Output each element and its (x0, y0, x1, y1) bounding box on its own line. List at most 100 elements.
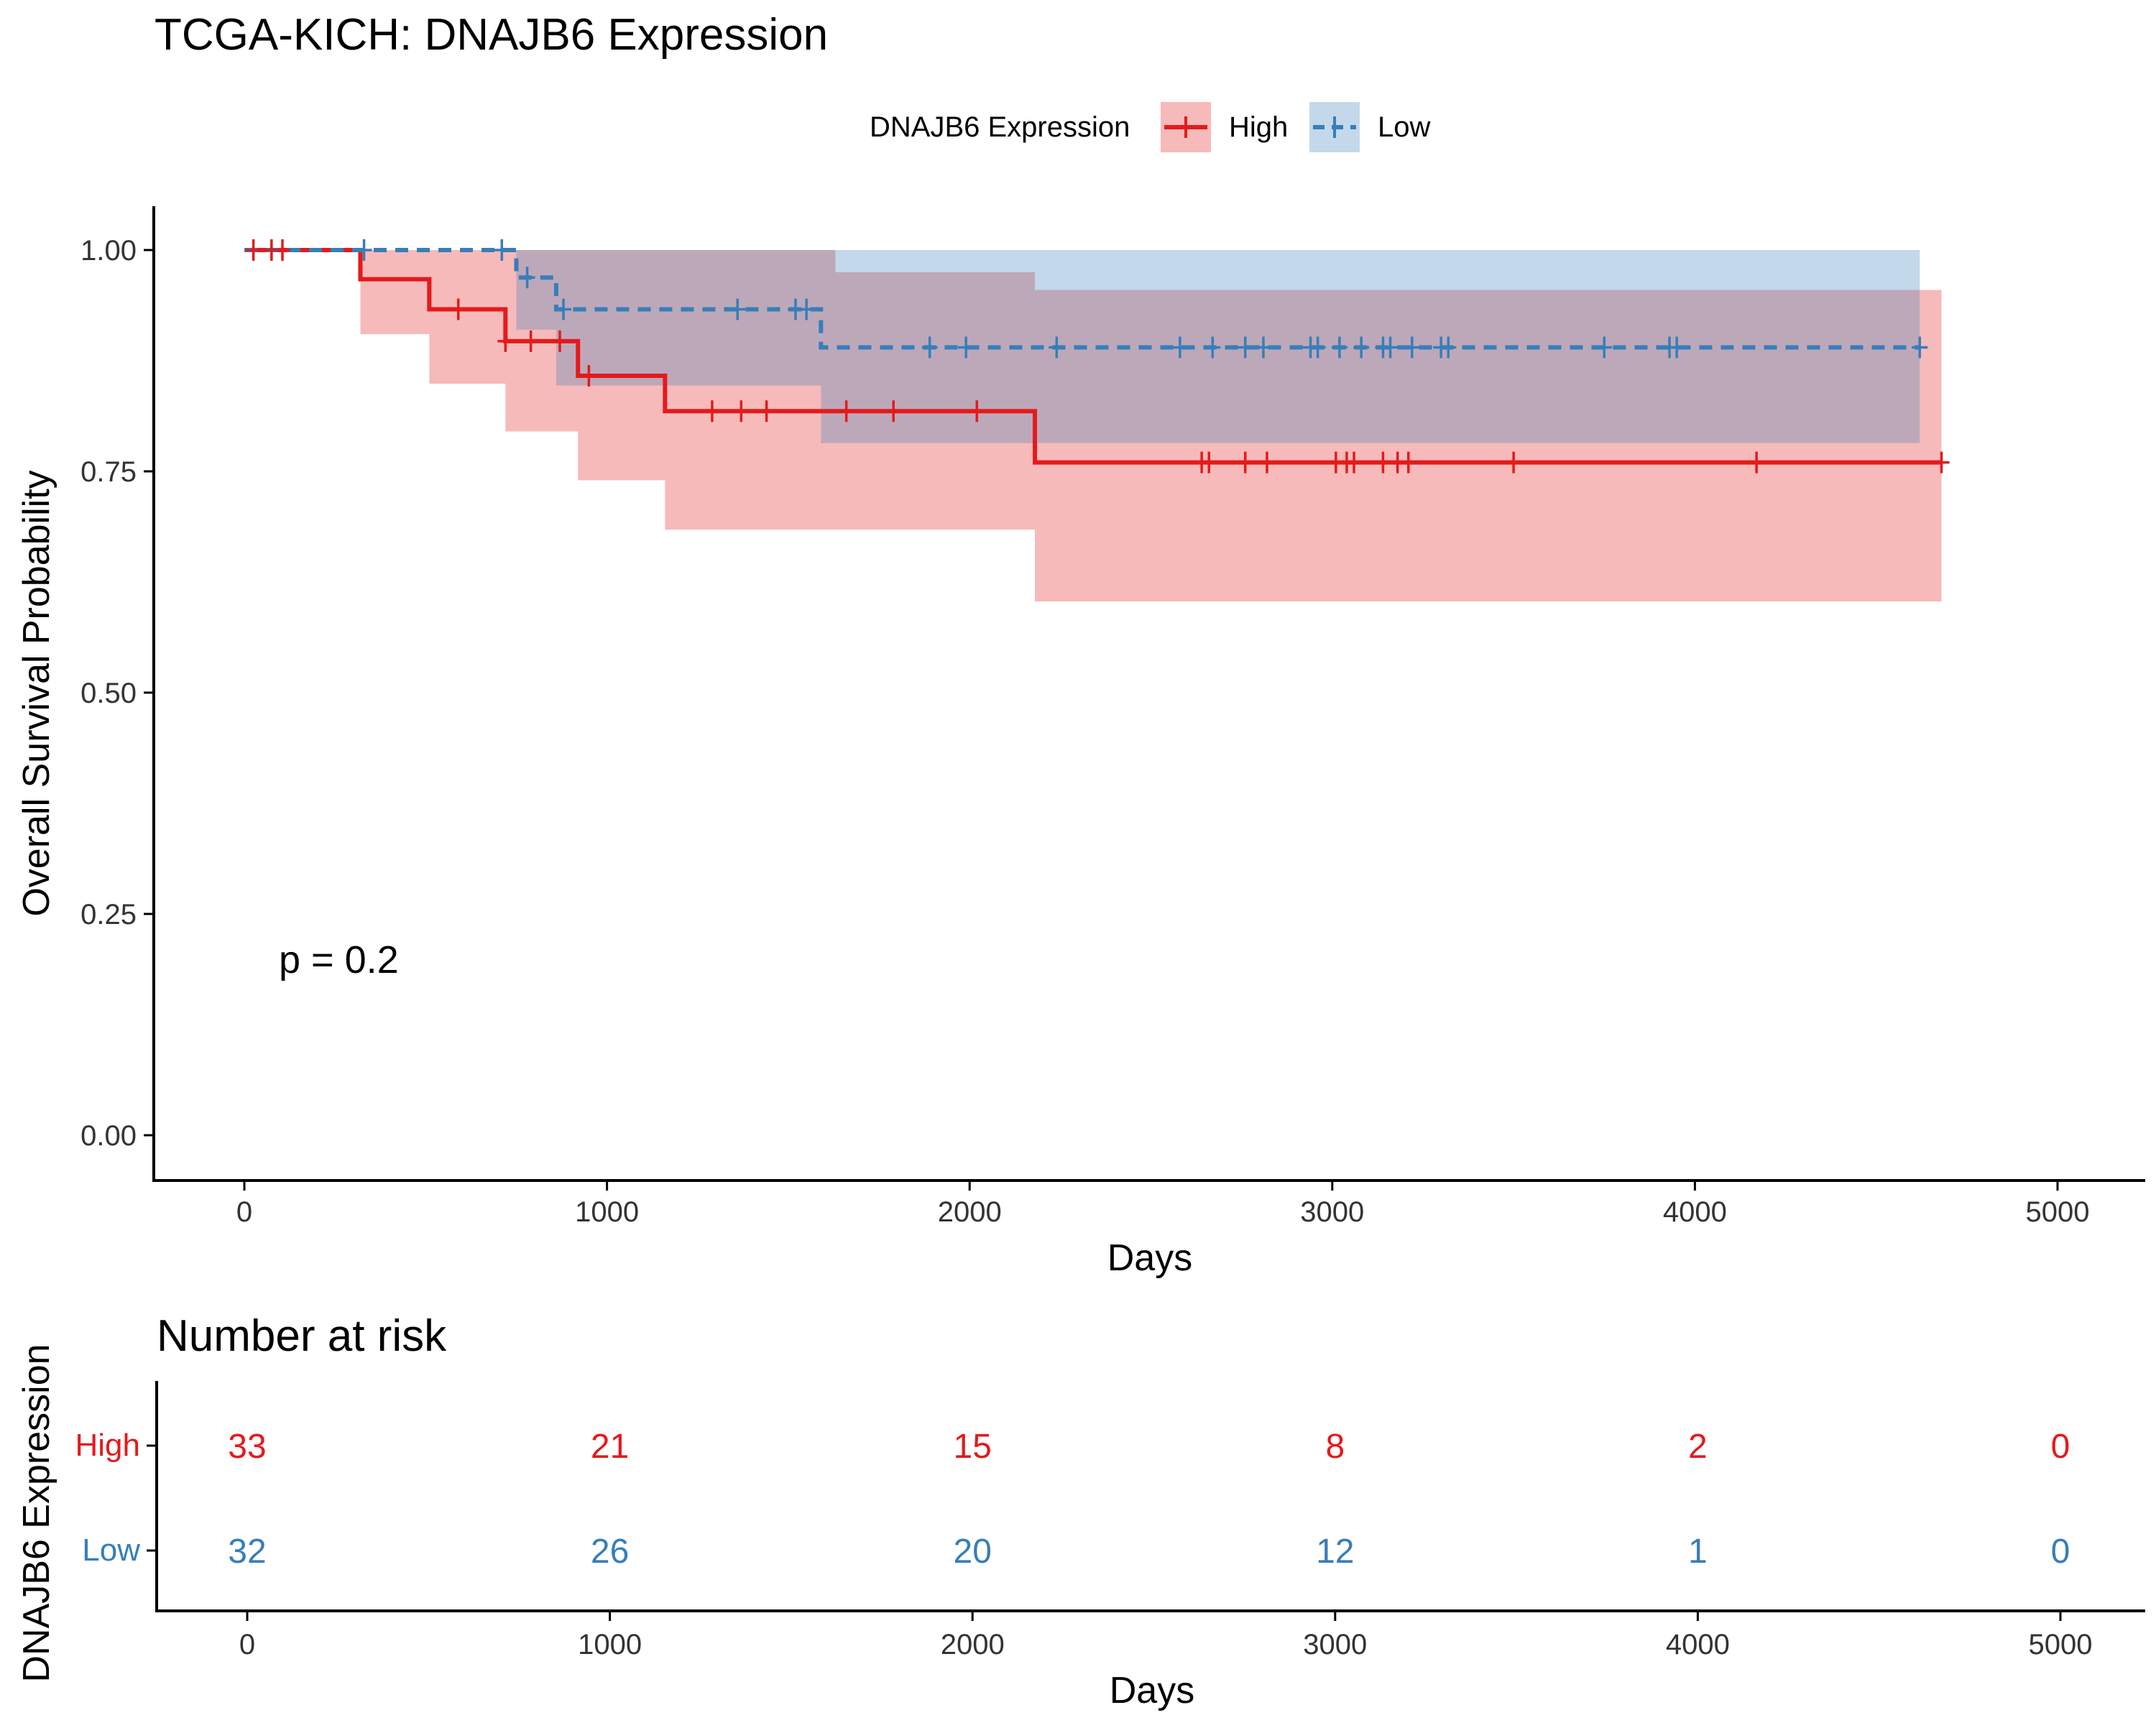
risk-value-high-5: 0 (2051, 1428, 2070, 1466)
risk-y-axis-label: DNAJB6 Expression (16, 1344, 57, 1682)
censor-mark-low-4 (729, 298, 746, 320)
risk-value-low-3: 12 (1316, 1533, 1354, 1571)
legend-label-low: Low (1378, 111, 1430, 143)
legend-label-high: High (1229, 111, 1288, 143)
censor-mark-high-3 (450, 298, 466, 320)
censor-mark-low-15 (1309, 336, 1326, 359)
risk-x-tick-label-3: 3000 (1303, 1629, 1367, 1660)
censor-marks (245, 239, 1950, 473)
risk-value-high-4: 2 (1688, 1428, 1708, 1466)
censor-mark-high-26 (1933, 451, 1950, 473)
main-x-tick-label-3: 3000 (1300, 1196, 1364, 1228)
censor-mark-high-16 (1237, 451, 1253, 473)
main-y-tick-label-4: 1.00 (80, 235, 137, 267)
censor-mark-high-20 (1346, 451, 1363, 473)
censor-mark-high-4 (497, 330, 514, 352)
censor-mark-low-19 (1382, 336, 1399, 359)
risk-value-low-2: 20 (954, 1533, 992, 1571)
censor-mark-low-12 (1237, 336, 1253, 359)
risk-value-low-5: 0 (2051, 1533, 2070, 1571)
censor-mark-low-25 (1669, 336, 1685, 359)
censor-mark-high-8 (704, 400, 720, 422)
risk-value-high-0: 33 (228, 1428, 266, 1466)
censor-mark-high-13 (969, 400, 985, 422)
main-x-axis-label: Days (1107, 1237, 1192, 1279)
censor-mark-high-24 (1506, 451, 1522, 473)
risk-x-tick-label-4: 4000 (1666, 1629, 1730, 1660)
censor-mark-high-2 (274, 239, 290, 261)
main-y-ticks: 0.00 0.25 0.50 0.75 1.00 (80, 235, 154, 1152)
censor-mark-low-11 (1204, 336, 1221, 359)
ci-band-high (244, 250, 1942, 602)
censor-mark-low-23 (1596, 336, 1613, 359)
censor-mark-low-9 (1049, 336, 1065, 359)
risk-x-tick-label-1: 1000 (578, 1629, 642, 1660)
censor-mark-low-26 (1912, 336, 1928, 359)
censor-mark-high-21 (1375, 451, 1391, 473)
censor-mark-high-25 (1749, 451, 1765, 473)
censor-mark-high-10 (758, 400, 775, 422)
censor-mark-low-22 (1440, 336, 1457, 359)
risk-value-low-4: 1 (1688, 1533, 1708, 1571)
legend-title: DNAJB6 Expression (870, 111, 1130, 143)
main-y-tick-label-0: 0.00 (80, 1120, 137, 1152)
main-x-tick-label-2: 2000 (938, 1196, 1002, 1228)
censor-mark-high-12 (885, 400, 902, 422)
chart-title: TCGA-KICH: DNAJB6 Expression (155, 10, 828, 60)
censor-mark-high-17 (1258, 451, 1275, 473)
main-x-ticks: 0 1000 2000 3000 4000 5000 (236, 1181, 2090, 1228)
censor-mark-low-10 (1171, 336, 1188, 359)
risk-x-tick-label-0: 0 (239, 1629, 255, 1660)
survival-plot: 0.00 0.25 0.50 0.75 1.00 0 1000 2000 3000 4000 50… (16, 206, 2145, 1279)
censor-mark-low-2 (519, 267, 535, 289)
risk-value-high-2: 15 (954, 1428, 992, 1466)
censor-mark-high-0 (245, 239, 262, 261)
censor-mark-high-6 (552, 330, 568, 352)
censor-mark-low-17 (1353, 336, 1370, 359)
censor-mark-low-3 (556, 298, 572, 320)
censor-mark-low-13 (1255, 336, 1271, 359)
main-y-tick-label-2: 0.50 (80, 678, 137, 709)
risk-value-high-3: 8 (1325, 1428, 1345, 1466)
censor-mark-low-6 (798, 298, 815, 320)
main-x-tick-label-0: 0 (236, 1196, 252, 1228)
risk-x-ticks: 0 1000 2000 3000 4000 5000 (239, 1611, 2093, 1660)
censor-mark-low-8 (958, 336, 975, 359)
censor-mark-high-7 (581, 364, 597, 387)
censor-mark-high-9 (733, 400, 750, 422)
risk-value-low-1: 26 (591, 1533, 629, 1571)
confidence-bands (244, 250, 1942, 602)
main-x-tick-label-4: 4000 (1663, 1196, 1727, 1228)
main-y-tick-label-1: 0.25 (80, 899, 137, 930)
censor-mark-low-16 (1331, 336, 1348, 359)
censor-mark-low-20 (1404, 336, 1420, 359)
censor-mark-low-0 (356, 239, 372, 261)
censor-mark-high-15 (1201, 451, 1217, 473)
main-y-tick-label-3: 0.75 (80, 456, 137, 488)
censor-mark-high-23 (1400, 451, 1416, 473)
censor-mark-high-5 (522, 330, 539, 352)
censor-mark-high-11 (838, 400, 854, 422)
legend-item-high: High (1161, 102, 1288, 152)
risk-value-high-1: 21 (591, 1428, 629, 1466)
risk-x-tick-label-2: 2000 (941, 1629, 1005, 1660)
risk-value-low-0: 32 (228, 1533, 266, 1571)
censor-mark-low-7 (921, 336, 938, 359)
risk-table-title: Number at risk (157, 1311, 447, 1361)
legend: DNAJB6 Expression High Low (870, 102, 1430, 152)
survival-curve-low (244, 248, 1920, 350)
risk-row-label-high: High (75, 1428, 141, 1463)
risk-row-label-low: Low (82, 1533, 140, 1568)
main-y-axis-label: Overall Survival Probability (16, 470, 57, 916)
legend-item-low: Low (1309, 102, 1430, 152)
censor-mark-low-1 (494, 239, 510, 261)
main-x-tick-label-5: 5000 (2026, 1196, 2090, 1228)
pvalue-annotation: p = 0.2 (279, 938, 399, 981)
main-x-tick-label-1: 1000 (575, 1196, 639, 1228)
risk-x-tick-label-5: 5000 (2029, 1629, 2093, 1660)
risk-x-axis-label: Days (1110, 1670, 1194, 1711)
